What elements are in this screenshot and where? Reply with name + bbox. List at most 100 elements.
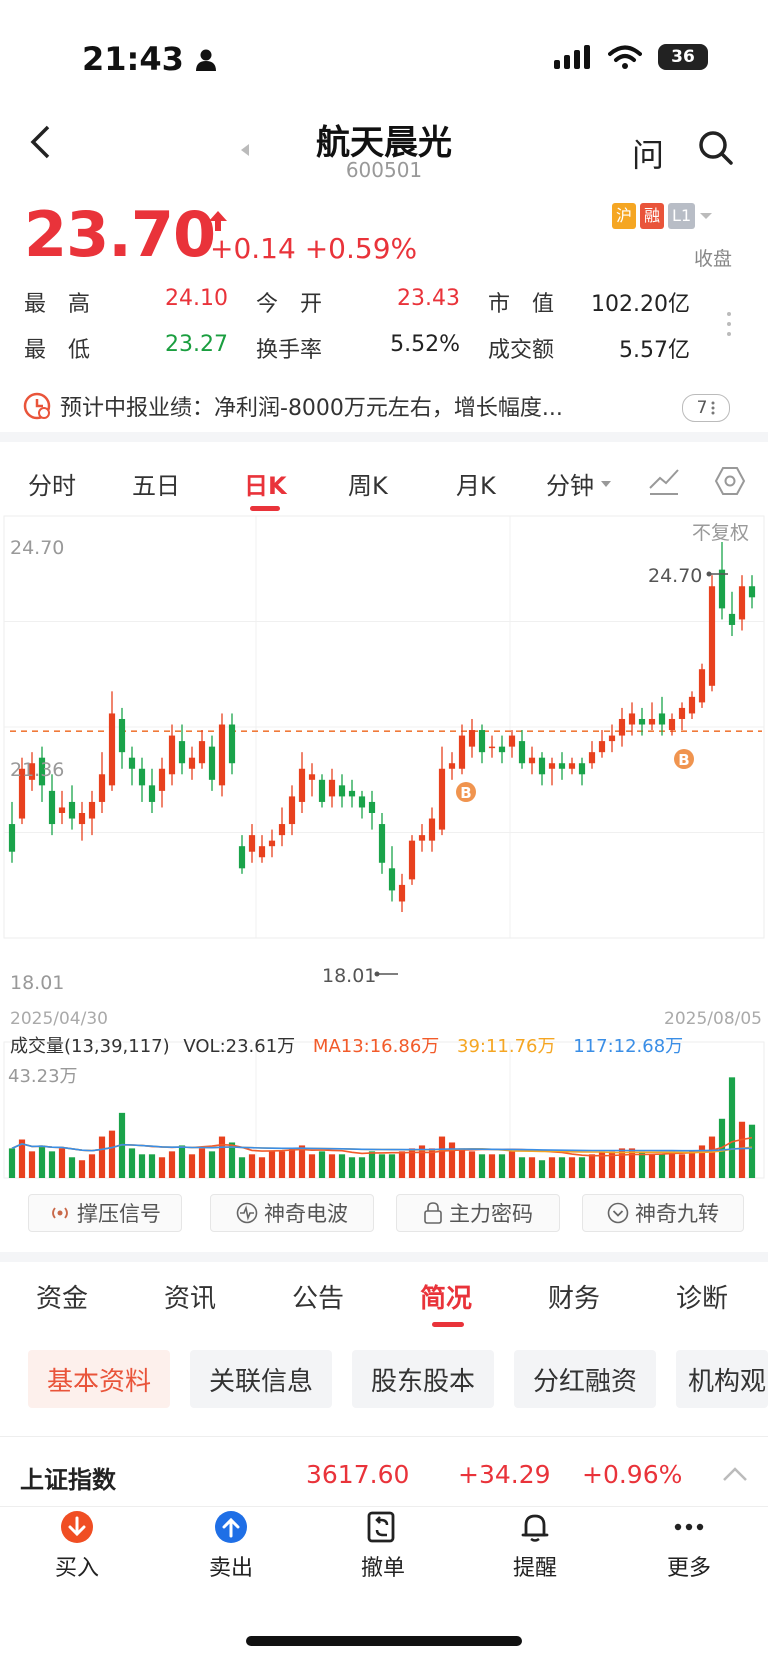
- ask-button[interactable]: 问: [632, 136, 665, 174]
- volume-bar: [108, 1130, 116, 1178]
- volume-bar: [8, 1148, 16, 1178]
- low-value: 23.27: [165, 332, 228, 357]
- section-divider: [0, 432, 768, 442]
- amount-value: 5.57亿: [619, 338, 690, 363]
- candle: [478, 724, 486, 764]
- candle: [198, 730, 206, 769]
- tab-daily-k[interactable]: 日K: [244, 472, 287, 500]
- earnings-notice[interactable]: 预计中报业绩：净利润-8000万元左右，增长幅度...: [22, 390, 563, 422]
- volume-bar: [328, 1154, 336, 1178]
- candle: [528, 746, 536, 775]
- prev-stock-arrow[interactable]: [240, 142, 250, 161]
- chart-settings-button[interactable]: [714, 466, 746, 500]
- volume-bar: [618, 1148, 626, 1178]
- search-button[interactable]: [698, 130, 734, 170]
- volume-bar: [138, 1154, 146, 1178]
- buy-marker-2[interactable]: B: [674, 749, 694, 769]
- caret-down-icon: [700, 213, 713, 219]
- trendline-icon: [649, 469, 679, 495]
- candle: [78, 801, 86, 841]
- volume-bar: [538, 1160, 546, 1178]
- candle: [298, 752, 306, 814]
- candle: [328, 768, 336, 808]
- turnover-value: 5.52%: [390, 332, 460, 357]
- badge-level[interactable]: L1: [668, 203, 696, 229]
- volume-bar: [398, 1151, 406, 1178]
- volume-bar: [588, 1154, 596, 1178]
- draw-line-button[interactable]: [648, 466, 680, 500]
- candle: [348, 779, 356, 808]
- signal-icon: [554, 45, 590, 69]
- tab-intraday[interactable]: 分时: [28, 472, 76, 500]
- magic-nine-button[interactable]: 神奇九转: [582, 1194, 744, 1232]
- section-divider: [0, 1252, 768, 1262]
- volume-bar: [518, 1157, 526, 1178]
- signal-broadcast-icon: [52, 1207, 68, 1219]
- volume-ma117: 117:12.68万: [573, 1036, 683, 1057]
- y-label-mid: 21.36: [10, 759, 64, 781]
- volume-title-text: 成交量(13,39,117): [10, 1036, 170, 1057]
- kline-chart[interactable]: 24.70 21.36 18.01 2025/04/30 2025/08/05 …: [0, 512, 768, 1202]
- tab-funds[interactable]: 资金: [36, 1284, 89, 1314]
- subtab-dividends[interactable]: 分红融资: [514, 1350, 656, 1408]
- expand-index-button[interactable]: [722, 1466, 748, 1486]
- magic-wave-button[interactable]: 神奇电波: [210, 1194, 374, 1232]
- volume-bar: [438, 1136, 446, 1178]
- tab-financials[interactable]: 财务: [548, 1284, 601, 1314]
- buy-marker-1[interactable]: B: [456, 782, 476, 802]
- back-button[interactable]: [26, 124, 56, 164]
- status-icons: 36: [554, 44, 708, 70]
- volume-bar: [548, 1157, 556, 1178]
- candle: [468, 718, 476, 758]
- subtab-basic-info[interactable]: 基本资料: [28, 1350, 170, 1408]
- subtab-institutions[interactable]: 机构观: [676, 1350, 768, 1408]
- tab-five-day[interactable]: 五日: [132, 472, 180, 500]
- volume-bar: [208, 1151, 216, 1178]
- main-force-button[interactable]: 主力密码: [396, 1194, 560, 1232]
- notice-count-button[interactable]: 7: [682, 394, 730, 422]
- volume-bar: [468, 1151, 476, 1178]
- tab-news[interactable]: 资讯: [164, 1284, 217, 1314]
- cancel-order-button[interactable]: 撤单: [338, 1510, 428, 1582]
- hexagon-settings-icon: [714, 467, 746, 495]
- volume-bar: [488, 1154, 496, 1178]
- subtab-shareholders[interactable]: 股东股本: [352, 1350, 494, 1408]
- high-label: 最 高: [24, 292, 91, 317]
- candle: [258, 835, 266, 863]
- index-name[interactable]: 上证指数: [20, 1466, 116, 1494]
- person-icon: [196, 49, 216, 71]
- tab-profile[interactable]: 简况: [420, 1284, 473, 1314]
- triangle-left-icon: [241, 144, 249, 156]
- volume-bar: [528, 1157, 536, 1178]
- candle: [578, 757, 586, 786]
- volume-bar: [368, 1151, 376, 1178]
- candle: [128, 746, 136, 786]
- alert-button[interactable]: 提醒: [490, 1510, 580, 1582]
- active-section-indicator: [432, 1322, 464, 1327]
- cancel-label: 撤单: [360, 1556, 405, 1581]
- more-quote-button[interactable]: [726, 310, 732, 342]
- subtab-related-info[interactable]: 关联信息: [190, 1350, 332, 1408]
- tab-announcements[interactable]: 公告: [292, 1284, 345, 1314]
- support-resistance-button[interactable]: 撑压信号: [28, 1194, 182, 1232]
- candle: [58, 790, 66, 825]
- candle: [398, 873, 406, 912]
- volume-title: 成交量(13,39,117) VOL:23.61万 MA13:16.86万 39…: [10, 1036, 683, 1057]
- tab-diagnosis[interactable]: 诊断: [676, 1284, 729, 1314]
- badge-sh: 沪: [612, 203, 637, 229]
- open-label: 今 开: [256, 292, 323, 317]
- turnover-label: 换手率: [256, 338, 323, 363]
- more-button[interactable]: 更多: [644, 1510, 734, 1582]
- candle: [138, 757, 146, 802]
- tab-minutes[interactable]: 分钟: [546, 466, 612, 501]
- tab-monthly-k[interactable]: 月K: [456, 472, 496, 500]
- candle: [738, 575, 746, 631]
- adjust-mode[interactable]: 不复权: [692, 522, 750, 544]
- volume-bar: [198, 1148, 206, 1178]
- sell-button[interactable]: 卖出: [186, 1510, 276, 1582]
- candle: [188, 746, 196, 780]
- volume-bar: [268, 1151, 276, 1178]
- volume-bar: [128, 1148, 136, 1178]
- buy-button[interactable]: 买入: [32, 1510, 122, 1582]
- tab-weekly-k[interactable]: 周K: [348, 472, 388, 500]
